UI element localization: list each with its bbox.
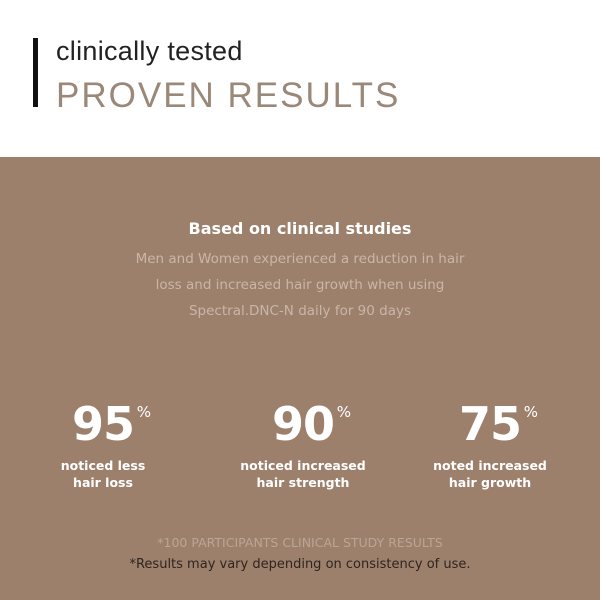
- stat-label: noted increased: [433, 458, 547, 473]
- stat-unit: %: [136, 403, 151, 421]
- header: clinically tested PROVEN RESULTS: [0, 0, 600, 157]
- stat-label: hair growth: [448, 475, 532, 490]
- description-line: Men and Women experienced a reduction in…: [135, 251, 465, 267]
- stat-label: noticed increased: [240, 458, 366, 473]
- stat-unit: %: [523, 403, 538, 421]
- stat-hair-loss: 95% noticed less hair loss: [13, 397, 193, 491]
- stat-label: hair strength: [256, 475, 350, 490]
- stat-hair-strength: 90% noticed increased hair strength: [213, 397, 393, 491]
- accent-bar: [33, 38, 38, 107]
- description: Men and Women experienced a reduction in…: [100, 246, 500, 324]
- participants-note: *100 PARTICIPANTS CLINICAL STUDY RESULTS: [157, 535, 443, 550]
- stat-value: 95: [71, 397, 135, 451]
- eyebrow-text: clinically tested: [56, 36, 243, 66]
- disclaimer: *Results may vary depending on consisten…: [129, 557, 471, 572]
- stat-label: noticed less: [60, 458, 146, 473]
- stat-unit: %: [336, 403, 351, 421]
- stat-value: 75: [458, 397, 522, 451]
- description-line: loss and increased hair growth when usin…: [155, 277, 445, 293]
- page-title: PROVEN RESULTS: [56, 76, 401, 115]
- stat-label: hair loss: [73, 475, 133, 490]
- stat-hair-growth: 75% noted increased hair growth: [400, 397, 580, 491]
- description-line: Spectral.DNC-N daily for 90 days: [188, 303, 412, 319]
- subtitle: Based on clinical studies: [188, 219, 412, 238]
- stat-value: 90: [271, 397, 335, 451]
- results-panel: Based on clinical studies Men and Women …: [0, 157, 600, 600]
